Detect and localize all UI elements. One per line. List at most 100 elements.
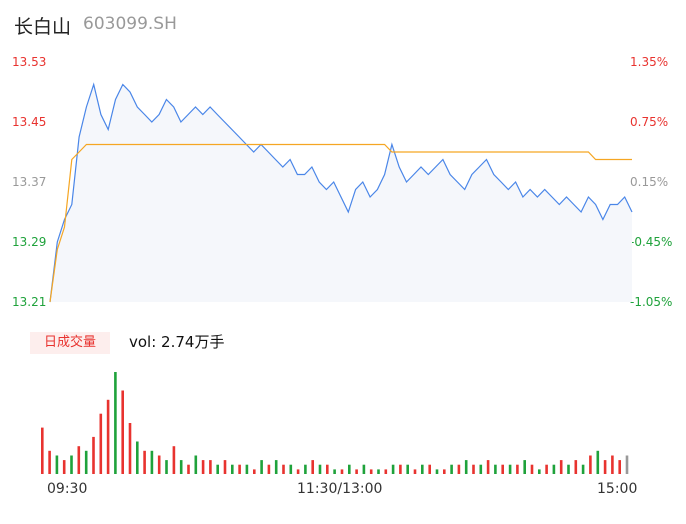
y-tick-right-2: 0.15% xyxy=(630,175,669,189)
price-line xyxy=(49,82,633,303)
stock-name: 长白山 xyxy=(14,16,72,38)
y-tick-right-0: 1.35% xyxy=(630,55,669,69)
volume-bar-39 xyxy=(326,464,329,474)
volume-bar-62 xyxy=(494,464,497,474)
x-tick-close: 15:00 xyxy=(597,481,638,497)
volume-bar-74 xyxy=(581,464,585,474)
volume-bar-38 xyxy=(318,464,322,474)
volume-bar-61 xyxy=(486,460,490,474)
volume-bar-46 xyxy=(377,469,380,474)
volume-bar-31 xyxy=(267,464,271,474)
volume-bar-22 xyxy=(201,460,205,474)
volume-bar-40 xyxy=(333,469,336,474)
volume-bar-32 xyxy=(274,460,278,474)
volume-bar-43 xyxy=(355,469,358,474)
volume-bar-47 xyxy=(384,469,388,474)
volume-bar-63 xyxy=(501,464,504,474)
volume-bar-57 xyxy=(457,464,461,474)
volume-bar-70 xyxy=(552,464,556,474)
volume-bar-71 xyxy=(559,460,563,474)
x-tick-open: 09:30 xyxy=(47,481,88,497)
volume-bar-49 xyxy=(399,464,402,474)
volume-bar-79 xyxy=(618,460,621,474)
volume-bar-19 xyxy=(179,460,183,474)
volume-bar-68 xyxy=(538,469,541,474)
y-tick-left-4: 13.21 xyxy=(12,295,47,309)
volume-bar-30 xyxy=(260,460,263,474)
y-tick-right-1: 0.75% xyxy=(630,115,669,129)
volume-bar-12 xyxy=(128,423,132,474)
volume-bar-65 xyxy=(516,464,519,474)
volume-bar-35 xyxy=(296,469,300,474)
volume-bar-45 xyxy=(369,469,373,474)
avg-price-line xyxy=(49,143,632,303)
volume-bar-21 xyxy=(194,455,198,474)
volume-bar-80 xyxy=(625,455,629,474)
volume-bar-44 xyxy=(362,464,366,474)
volume-bar-5 xyxy=(77,446,81,474)
volume-bar-52 xyxy=(421,464,424,474)
volume-bar-27 xyxy=(238,464,241,474)
volume-bar-34 xyxy=(289,464,293,474)
volume-bar-60 xyxy=(479,464,483,474)
volume-bar-23 xyxy=(209,460,212,474)
volume-bar-10 xyxy=(114,372,117,474)
volume-bar-20 xyxy=(187,464,190,474)
volume-bar-8 xyxy=(99,413,103,474)
volume-bar-11 xyxy=(121,390,124,474)
x-tick-midday: 11:30/13:00 xyxy=(297,481,383,497)
volume-bar-18 xyxy=(172,446,176,474)
volume-bar-2 xyxy=(55,455,59,474)
volume-bar-15 xyxy=(150,450,154,474)
volume-bar-17 xyxy=(165,460,168,474)
volume-bar-41 xyxy=(340,469,344,474)
volume-bar-37 xyxy=(311,460,314,474)
y-tick-left-1: 13.45 xyxy=(12,115,47,129)
volume-bar-42 xyxy=(348,464,351,474)
y-tick-left-2: 13.37 xyxy=(12,175,47,189)
stock-code: 603099.SH xyxy=(83,14,177,34)
y-tick-right-4: -1.05% xyxy=(630,295,673,309)
volume-bar-54 xyxy=(435,469,439,474)
volume-bar-13 xyxy=(136,441,139,474)
volume-bar-33 xyxy=(282,464,285,474)
y-tick-left-0: 13.53 xyxy=(12,55,47,69)
volume-bar-58 xyxy=(464,460,468,474)
volume-bar-14 xyxy=(143,450,146,474)
volume-bar-29 xyxy=(253,469,256,474)
volume-bar-72 xyxy=(567,464,570,474)
volume-bar-9 xyxy=(106,399,110,474)
volume-bar-36 xyxy=(304,464,307,474)
volume-bar-26 xyxy=(231,464,234,474)
volume-bar-25 xyxy=(223,460,227,474)
volume-bar-0 xyxy=(41,427,44,474)
volume-bar-75 xyxy=(589,455,592,474)
volume-bar-16 xyxy=(157,455,161,474)
price-area xyxy=(50,84,632,302)
volume-bar-59 xyxy=(472,464,475,474)
volume-bar-66 xyxy=(523,460,526,474)
volume-bar-73 xyxy=(574,460,578,474)
volume-bar-67 xyxy=(530,464,534,474)
volume-bar-76 xyxy=(596,450,600,474)
y-tick-left-3: 13.29 xyxy=(12,235,47,249)
volume-bar-78 xyxy=(611,455,614,474)
volume-bar-28 xyxy=(245,464,249,474)
volume-bar-53 xyxy=(428,464,431,474)
volume-bar-50 xyxy=(406,464,409,474)
volume-bar-24 xyxy=(216,464,219,474)
volume-bar-1 xyxy=(48,450,51,474)
volume-bar-6 xyxy=(84,450,88,474)
volume-bar-55 xyxy=(443,469,446,474)
volume-badge: 日成交量 xyxy=(30,332,110,354)
volume-bar-7 xyxy=(92,436,95,474)
volume-bar-64 xyxy=(508,464,512,474)
volume-bar-77 xyxy=(603,460,607,474)
volume-bar-56 xyxy=(450,464,453,474)
volume-bar-4 xyxy=(70,455,73,474)
volume-bar-51 xyxy=(413,469,417,474)
volume-readout: vol: 2.74万手 xyxy=(129,333,225,351)
volume-bar-69 xyxy=(545,464,548,474)
volume-bar-3 xyxy=(62,460,66,474)
